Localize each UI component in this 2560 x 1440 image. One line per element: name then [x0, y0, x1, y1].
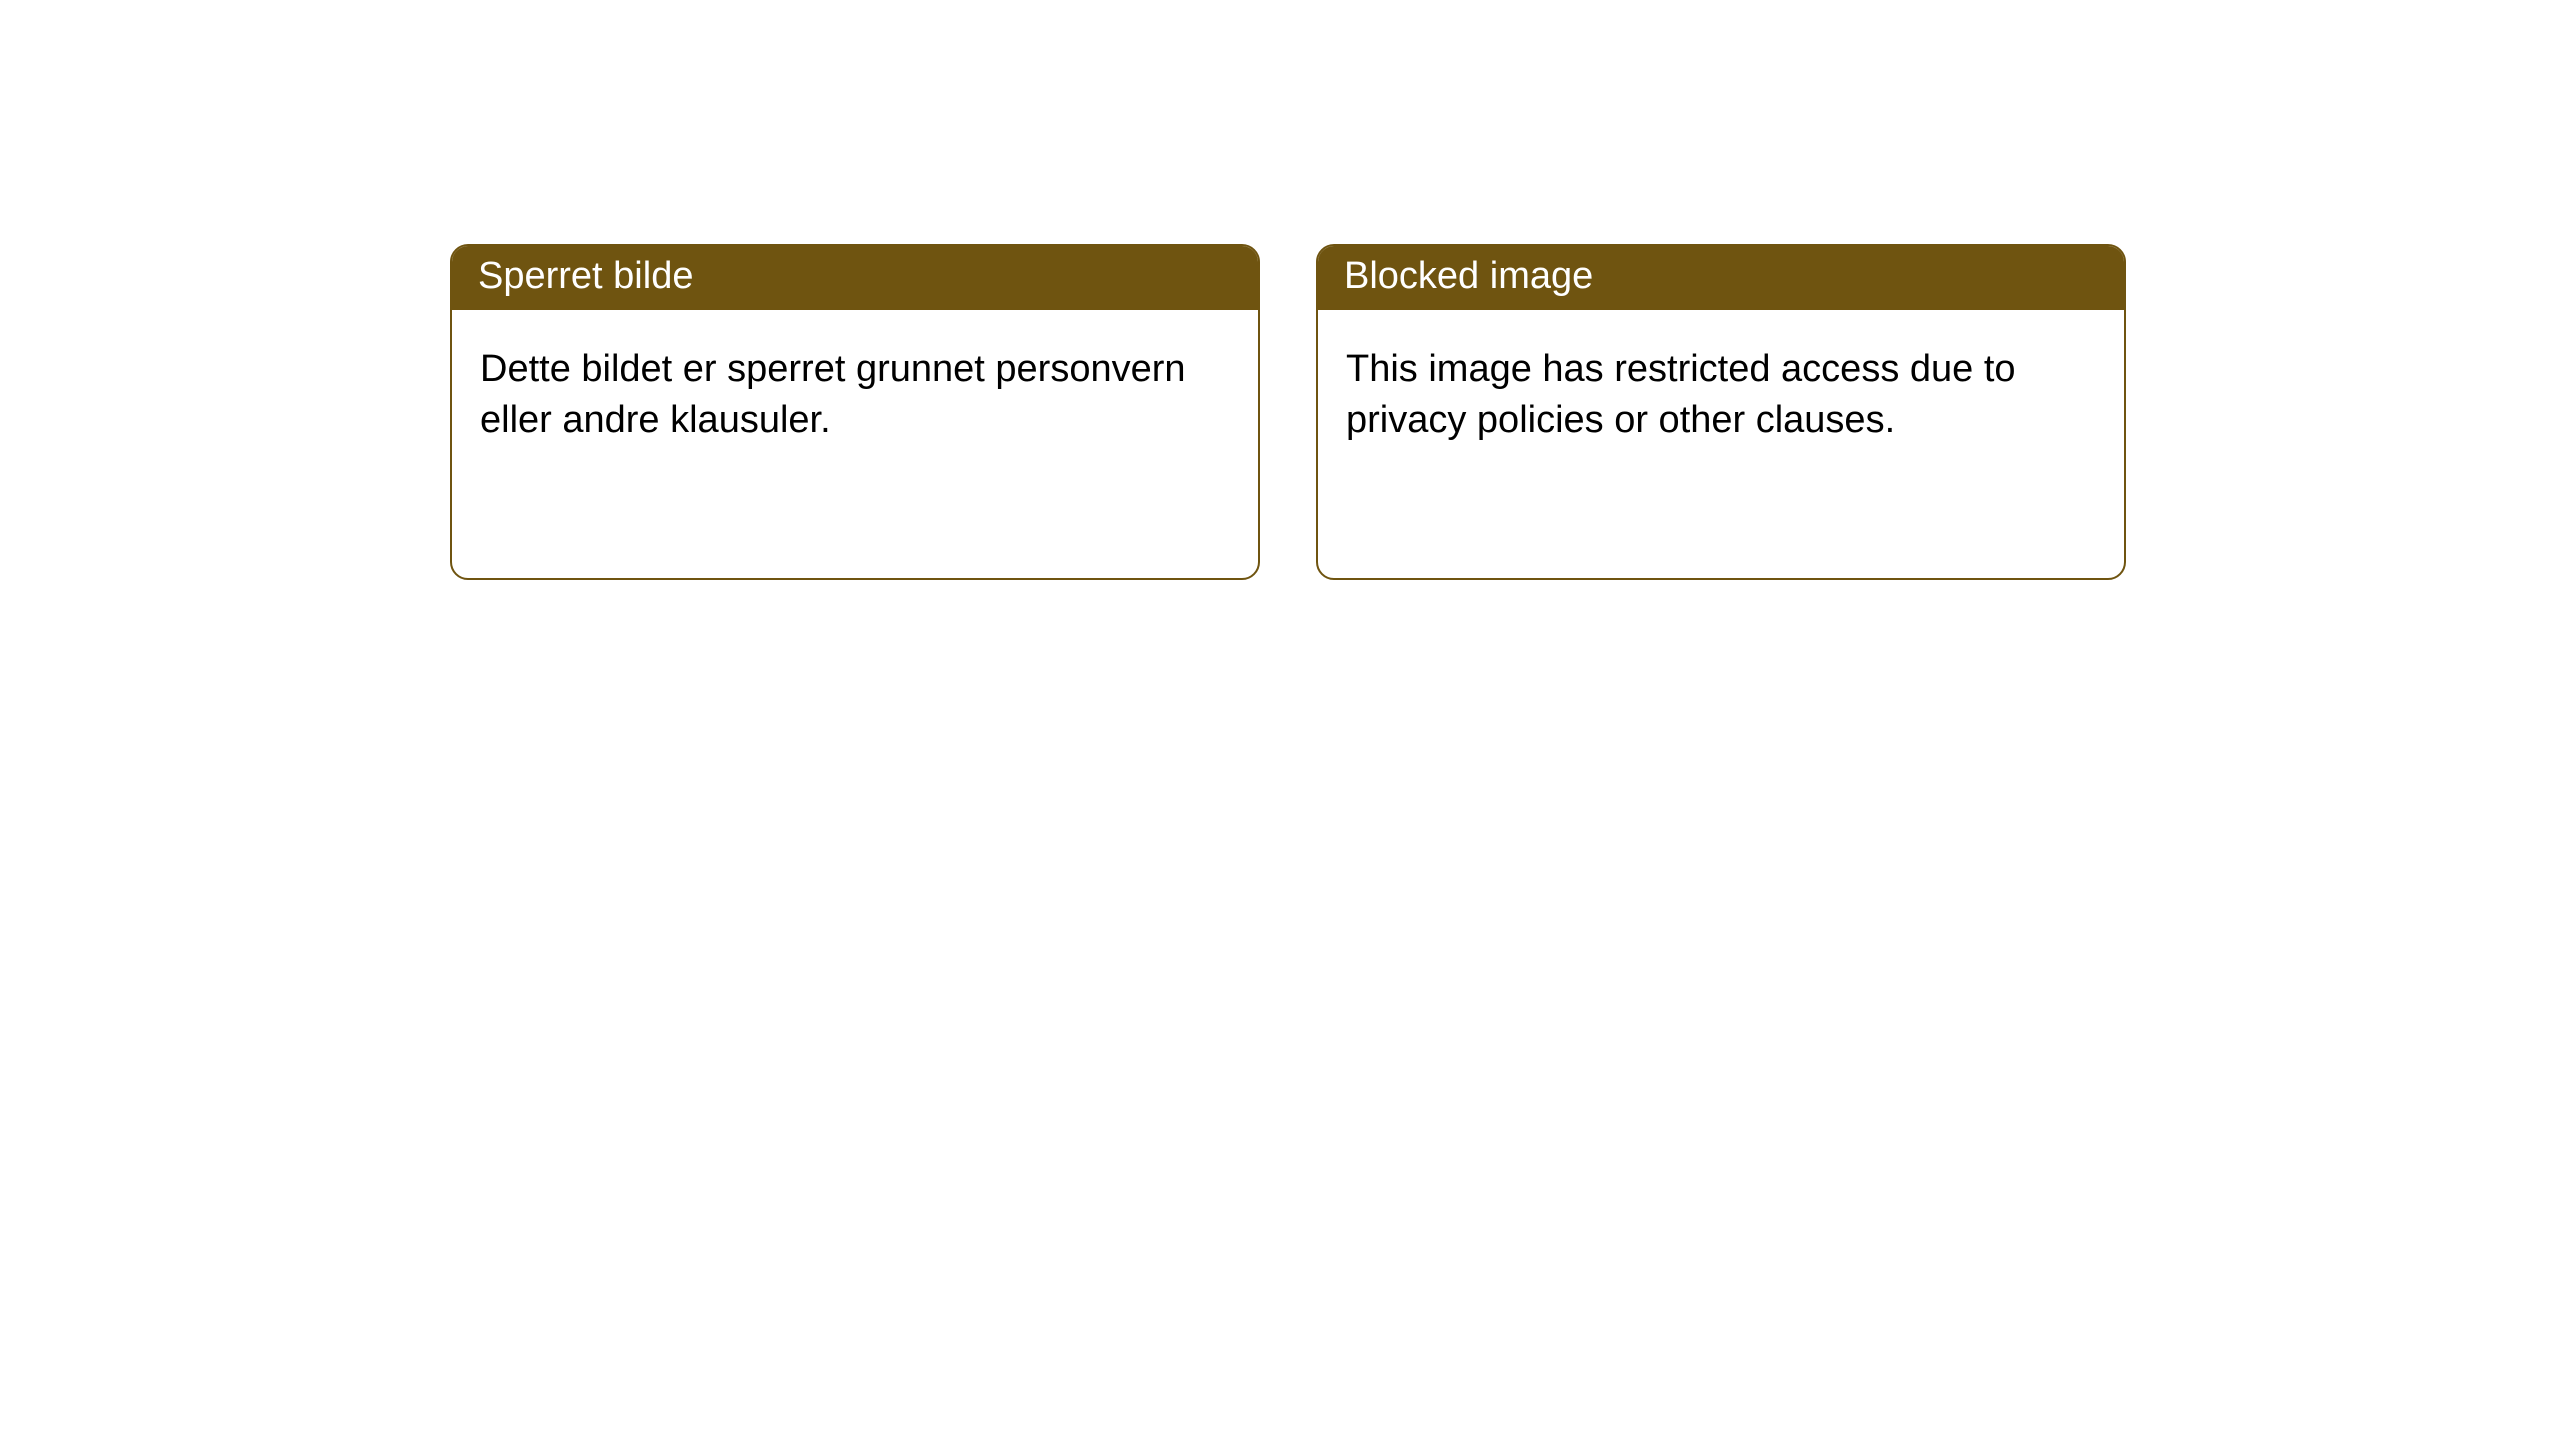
notice-title-en: Blocked image [1318, 246, 2124, 310]
notice-title-no: Sperret bilde [452, 246, 1258, 310]
notice-container: Sperret bilde Dette bildet er sperret gr… [0, 0, 2560, 580]
notice-body-en: This image has restricted access due to … [1318, 310, 2124, 481]
notice-card-no: Sperret bilde Dette bildet er sperret gr… [450, 244, 1260, 580]
notice-card-en: Blocked image This image has restricted … [1316, 244, 2126, 580]
notice-body-no: Dette bildet er sperret grunnet personve… [452, 310, 1258, 481]
